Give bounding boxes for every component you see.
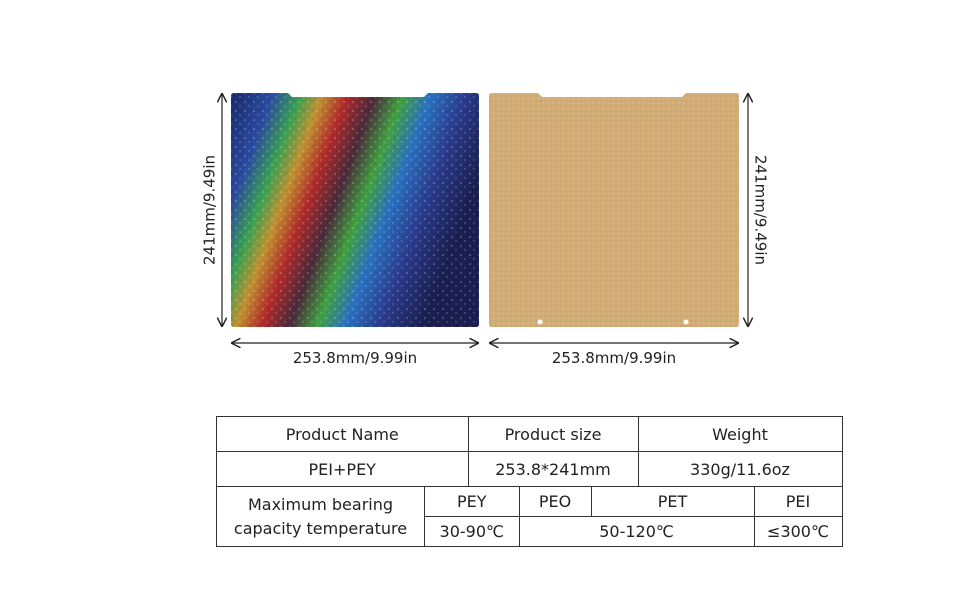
temp-label: capacity temperature: [233, 518, 408, 538]
temp-cell: ≤300℃: [753, 516, 843, 547]
material-cell: PEI: [753, 486, 843, 517]
temp-cell: 50-120℃: [518, 516, 755, 547]
height-label: 241mm/9.49in: [752, 155, 770, 265]
temp-label: Maximum bearing: [247, 494, 394, 514]
header-cell: Weight: [637, 416, 843, 452]
hole: [683, 319, 689, 325]
height-label: 241mm/9.49in: [201, 155, 219, 265]
product-image: 241mm/9.49in 241mm/9.49in 253.8mm/9.99in…: [201, 93, 770, 367]
pey-grain: [489, 93, 739, 327]
material-cell: PET: [590, 486, 755, 517]
width-label: 253.8mm/9.99in: [293, 349, 417, 367]
value-cell: PEI+PEY: [216, 451, 469, 487]
pei-sparkle: [231, 93, 479, 327]
material-cell: PEY: [424, 486, 520, 517]
hole: [537, 319, 543, 325]
spec-table: Product Name Product size Weight PEI+PEY…: [216, 416, 843, 547]
value-cell: 253.8*241mm: [467, 451, 639, 487]
temp-label-cell: Maximum bearing capacity temperature: [216, 486, 425, 547]
material-cell: PEO: [518, 486, 592, 517]
width-label: 253.8mm/9.99in: [552, 349, 676, 367]
header-cell: Product Name: [216, 416, 469, 452]
header-cell: Product size: [467, 416, 639, 452]
value-cell: 330g/11.6oz: [637, 451, 843, 487]
temp-cell: 30-90℃: [424, 516, 520, 547]
